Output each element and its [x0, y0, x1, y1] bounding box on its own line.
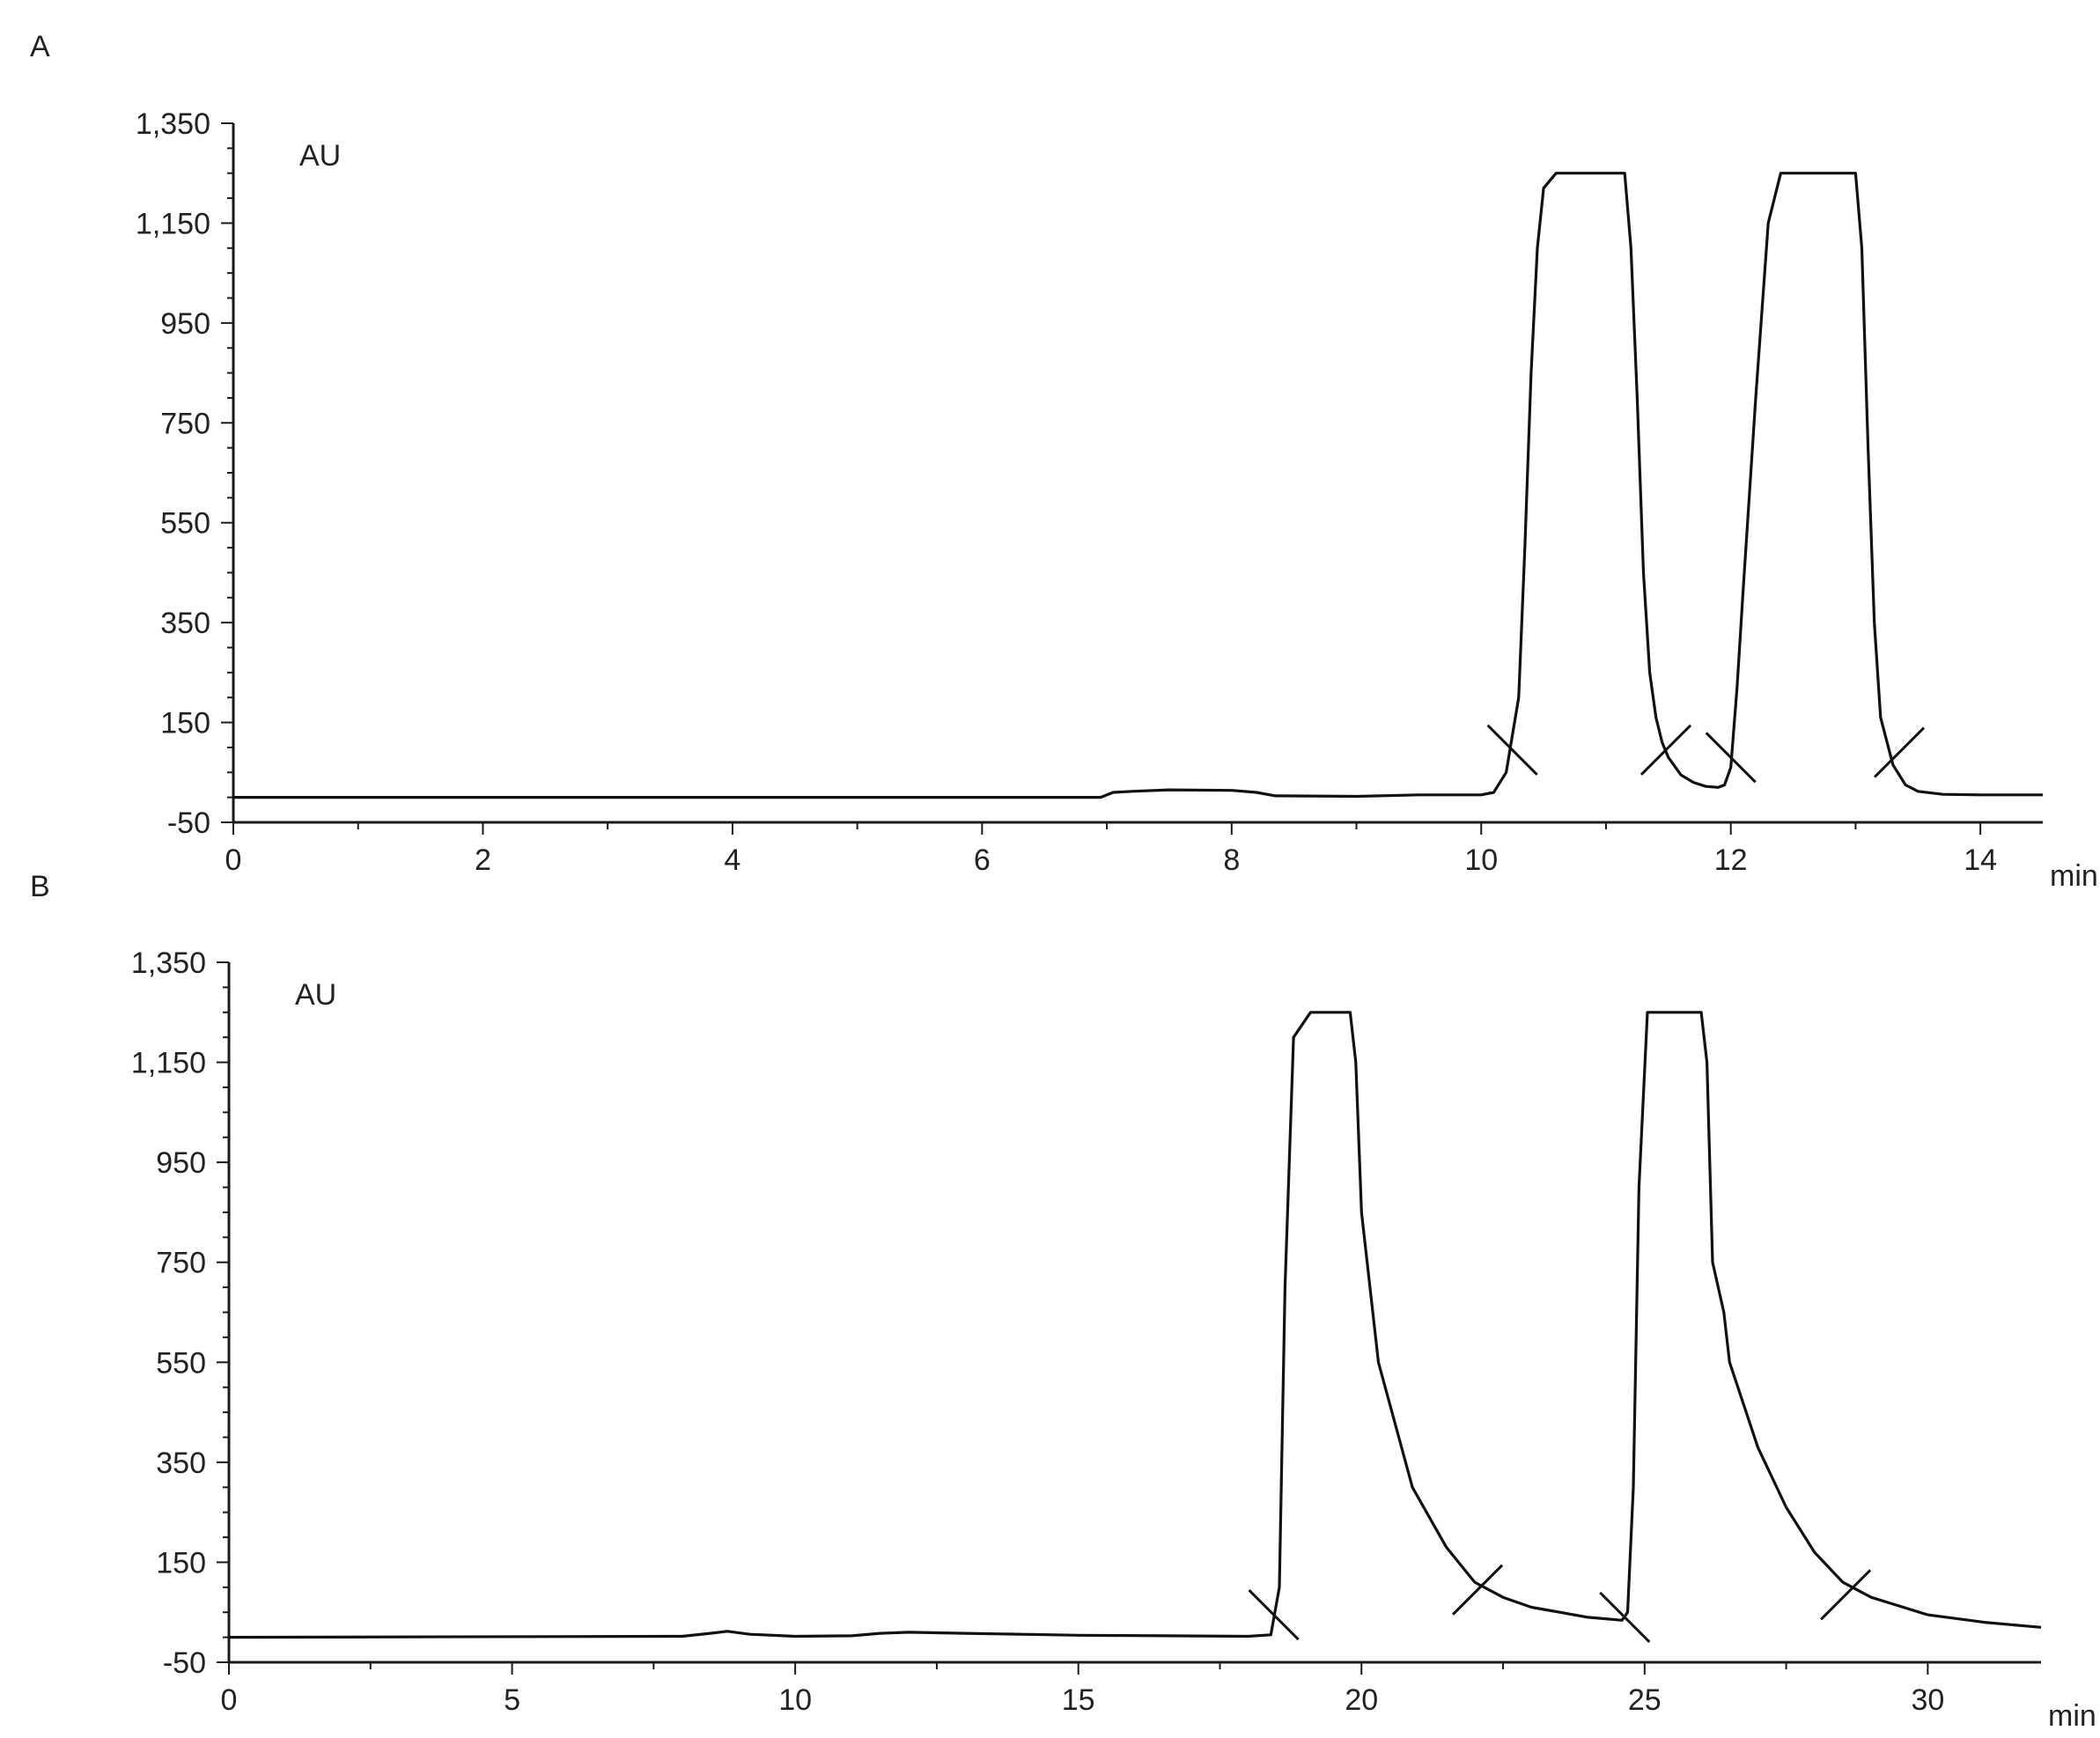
y-tick-label: 1,150	[131, 1047, 206, 1080]
y-tick-label: 950	[160, 307, 210, 341]
x-tick-label: 8	[1223, 843, 1240, 877]
peak-boundary-marker	[1820, 1569, 1872, 1621]
peak-boundary-marker	[1873, 726, 1926, 778]
peak-boundary-marker	[1599, 1591, 1651, 1643]
x-tick-label: 0	[221, 1683, 238, 1717]
x-tick-label: 4	[724, 843, 741, 877]
x-tick-label: 10	[778, 1683, 812, 1717]
y-tick-label: 550	[160, 507, 210, 541]
x-tick-label: 30	[1911, 1683, 1944, 1717]
x-tick-label: 12	[1714, 843, 1748, 877]
peak-boundary-marker	[1248, 1588, 1300, 1641]
y-tick-label: 150	[160, 707, 210, 740]
x-tick-label: 10	[1464, 843, 1498, 877]
x-tick-label: 6	[974, 843, 991, 877]
panel-label-a: A	[30, 30, 50, 63]
y-tick-label: -50	[167, 806, 210, 840]
y-tick-label: 750	[156, 1247, 206, 1280]
y-tick-label: 1,350	[131, 946, 206, 980]
peak-boundary-marker	[1639, 724, 1692, 776]
y-tick-label: -50	[163, 1646, 206, 1680]
x-tick-label: 15	[1062, 1683, 1095, 1717]
y-tick-label: 150	[156, 1546, 206, 1580]
y-tick-label: 750	[160, 407, 210, 440]
peak-boundary-marker	[1486, 724, 1538, 776]
y-tick-label: 350	[160, 607, 210, 640]
y-tick-label: 350	[156, 1447, 206, 1480]
y-tick-label: 1,350	[136, 107, 210, 141]
chromatogram-trace	[233, 172, 2043, 799]
x-tick-label: 0	[225, 843, 242, 877]
x-tick-label: 14	[1964, 843, 1997, 877]
x-axis-unit-label: min	[2048, 1699, 2096, 1733]
chart-a: -50 150 350 550 750 950 1,150 1,350 0 2 4 6 8 10 12 14 A…	[136, 107, 2098, 893]
x-tick-label: 25	[1628, 1683, 1662, 1717]
chart-b: -50 150 350 550 750 950 1,150 1,350 0 5 10 15 20 25 30…	[131, 946, 2096, 1733]
y-tick-label: 950	[156, 1146, 206, 1180]
y-tick-label: 550	[156, 1346, 206, 1380]
x-axis-unit-label: min	[2050, 859, 2098, 893]
x-tick-label: 20	[1345, 1683, 1378, 1717]
x-tick-label: 2	[475, 843, 491, 877]
y-axis-unit-label: AU	[299, 139, 341, 173]
chromatogram-trace	[228, 1011, 2042, 1639]
peak-boundary-marker	[1705, 732, 1757, 784]
y-axis-unit-label: AU	[295, 978, 336, 1012]
panel-label-b: B	[30, 870, 50, 903]
peak-boundary-marker	[1452, 1564, 1504, 1616]
x-tick-label: 5	[504, 1683, 520, 1717]
y-tick-label: 1,150	[136, 207, 210, 240]
